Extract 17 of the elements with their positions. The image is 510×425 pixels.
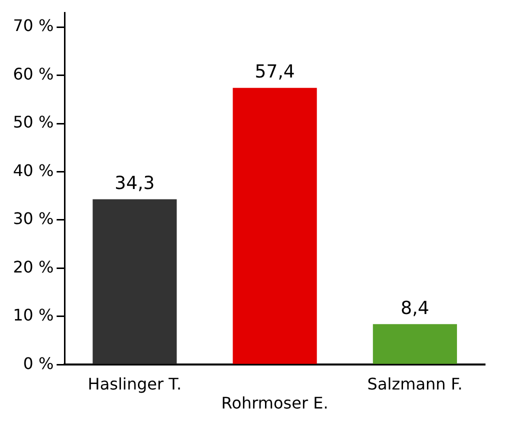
y-tick-label: 70 %: [12, 16, 54, 36]
y-tick-label: 40 %: [12, 160, 54, 180]
data-label: 57,4: [254, 61, 295, 82]
y-tick-label: 10 %: [12, 306, 54, 325]
y-tick-label: 30 %: [12, 209, 54, 228]
data-label: 34,3: [114, 172, 155, 194]
y-tick-label: 50 %: [12, 112, 54, 132]
y-tick-label: 20 %: [12, 257, 54, 276]
bar: [372, 324, 457, 364]
y-tick-label: 0 %: [23, 354, 54, 373]
x-tick-label: Rohrmoser E.: [221, 394, 328, 413]
bar: [232, 88, 317, 364]
bar: [92, 199, 177, 364]
data-label: 8,4: [400, 298, 430, 319]
y-tick-label: 60 %: [12, 64, 54, 84]
x-tick-label: Haslinger T.: [88, 374, 182, 394]
x-tick-label: Salzmann F.: [367, 374, 463, 394]
